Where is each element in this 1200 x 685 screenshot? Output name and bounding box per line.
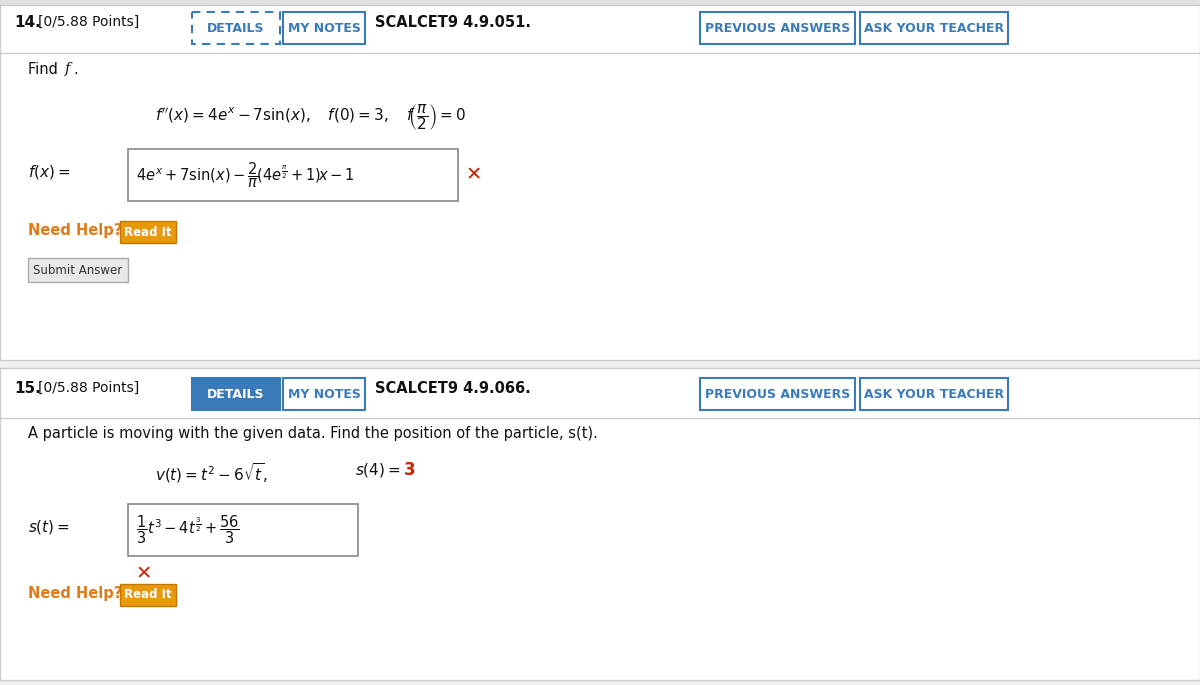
- Bar: [860, 378, 1008, 410]
- Text: ✕: ✕: [466, 166, 482, 184]
- Text: $v(t) = t^2 - 6\sqrt{t},$: $v(t) = t^2 - 6\sqrt{t},$: [155, 461, 268, 485]
- Bar: [860, 12, 1008, 44]
- Text: f: f: [65, 62, 71, 76]
- Bar: [700, 378, 854, 410]
- Text: [0/5.88 Points]: [0/5.88 Points]: [38, 15, 139, 29]
- Text: Need Help?: Need Help?: [28, 223, 122, 238]
- Bar: [128, 504, 358, 556]
- Bar: [283, 378, 365, 410]
- Text: Need Help?: Need Help?: [28, 586, 122, 601]
- Text: DETAILS: DETAILS: [208, 21, 265, 34]
- Bar: [283, 12, 365, 44]
- Text: .: .: [73, 62, 78, 77]
- Bar: [120, 584, 176, 606]
- Text: [0/5.88 Points]: [0/5.88 Points]: [38, 381, 139, 395]
- Text: $\mathbf{3}$: $\mathbf{3}$: [403, 461, 415, 479]
- Bar: [0, 368, 1200, 680]
- Text: PREVIOUS ANSWERS: PREVIOUS ANSWERS: [704, 388, 850, 401]
- Text: $s(t) =$: $s(t) =$: [28, 518, 70, 536]
- Bar: [28, 258, 128, 282]
- Bar: [700, 12, 854, 44]
- Bar: [120, 221, 176, 243]
- Text: $s(4) =$: $s(4) =$: [355, 461, 401, 479]
- Text: Read It: Read It: [124, 225, 172, 238]
- Text: ASK YOUR TEACHER: ASK YOUR TEACHER: [864, 388, 1004, 401]
- Text: $\dfrac{1}{3}t^3 - 4t^{\frac{3}{2}} + \dfrac{56}{3}$: $\dfrac{1}{3}t^3 - 4t^{\frac{3}{2}} + \d…: [136, 514, 240, 546]
- Text: 15.: 15.: [14, 381, 41, 396]
- Text: Submit Answer: Submit Answer: [34, 264, 122, 277]
- Text: $4e^x + 7\sin(x) - \dfrac{2}{\pi}\!\left(4e^{\frac{\pi}{2}} + 1\right)\!x - 1$: $4e^x + 7\sin(x) - \dfrac{2}{\pi}\!\left…: [136, 160, 355, 190]
- Text: ASK YOUR TEACHER: ASK YOUR TEACHER: [864, 21, 1004, 34]
- Text: $f(x) =$: $f(x) =$: [28, 163, 71, 181]
- Bar: [0, 5, 1200, 360]
- Text: PREVIOUS ANSWERS: PREVIOUS ANSWERS: [704, 21, 850, 34]
- Text: DETAILS: DETAILS: [208, 388, 265, 401]
- Text: Find: Find: [28, 62, 62, 77]
- Bar: [0, 0, 1200, 5]
- Text: ✕: ✕: [136, 564, 152, 583]
- Bar: [128, 149, 458, 201]
- Text: Read It: Read It: [124, 588, 172, 601]
- Bar: [192, 12, 280, 44]
- Text: MY NOTES: MY NOTES: [288, 388, 360, 401]
- Text: 14.: 14.: [14, 15, 41, 30]
- Text: A particle is moving with the given data. Find the position of the particle, s(t: A particle is moving with the given data…: [28, 426, 598, 441]
- Text: MY NOTES: MY NOTES: [288, 21, 360, 34]
- Text: SCALCET9 4.9.051.: SCALCET9 4.9.051.: [374, 15, 530, 30]
- Bar: [192, 378, 280, 410]
- Text: $f''(x) = 4e^x - 7\sin(x), \quad f(0) = 3, \quadf\!\left(\dfrac{\pi}{2}\right) =: $f''(x) = 4e^x - 7\sin(x), \quad f(0) = …: [155, 102, 466, 132]
- Text: SCALCET9 4.9.066.: SCALCET9 4.9.066.: [374, 381, 530, 396]
